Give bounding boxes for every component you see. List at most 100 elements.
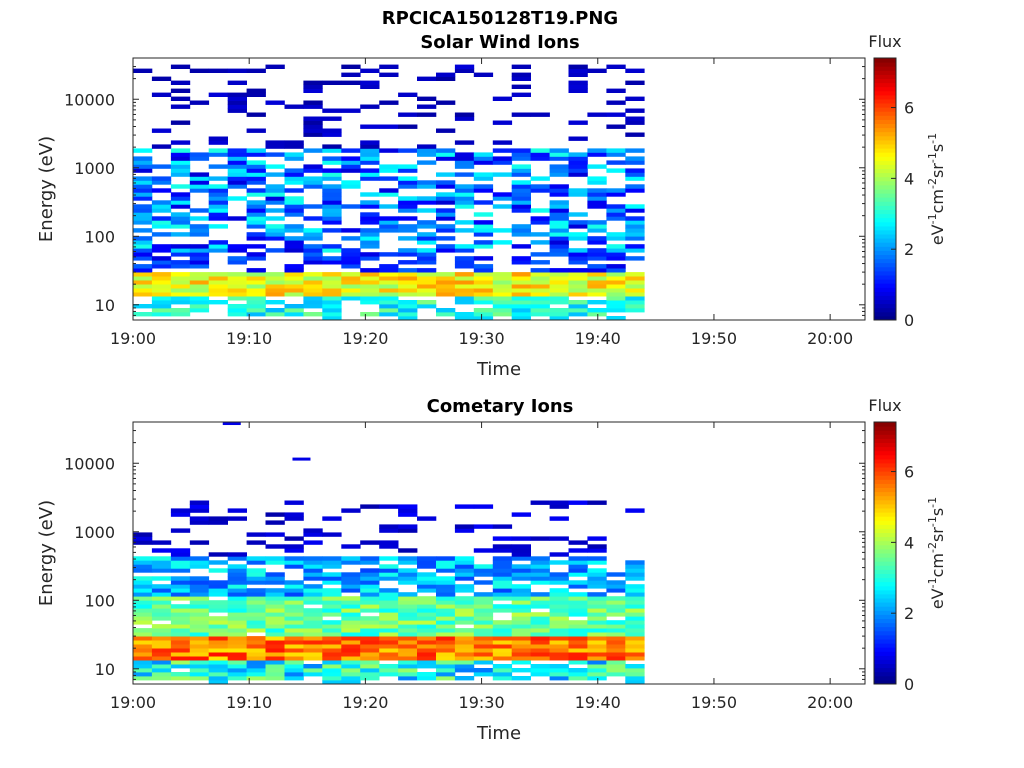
heatmap-cell — [284, 512, 304, 517]
heatmap-cell — [530, 288, 550, 293]
heatmap-cell — [398, 676, 418, 681]
heatmap-cell — [549, 152, 569, 157]
heatmap-cell — [360, 212, 380, 217]
colorbar-segment — [874, 270, 896, 276]
heatmap-cell — [454, 560, 475, 565]
heatmap-cell — [170, 308, 191, 313]
heatmap-cell — [341, 676, 361, 681]
heatmap-cell — [208, 624, 228, 629]
heatmap-cell — [625, 652, 645, 657]
heatmap-cell — [151, 244, 172, 249]
heatmap-cell — [170, 252, 191, 257]
heatmap-cell — [436, 280, 456, 285]
heatmap-cell — [360, 232, 380, 237]
heatmap-cell — [587, 660, 607, 665]
heatmap-cell — [151, 272, 172, 277]
heatmap-cell — [170, 168, 191, 173]
heatmap-cell — [189, 616, 210, 621]
heatmap-cell — [227, 176, 247, 181]
colorbar-segment — [874, 156, 896, 161]
heatmap-cell — [189, 252, 210, 257]
heatmap-cell — [417, 284, 437, 289]
heatmap-cell — [436, 100, 456, 105]
heatmap-cell — [568, 584, 588, 589]
heatmap-cell — [246, 612, 266, 617]
heatmap-cell — [549, 220, 569, 225]
heatmap-cell — [530, 664, 550, 669]
heatmap-cell — [398, 556, 418, 561]
colorbar-segment — [874, 581, 896, 587]
heatmap-cell — [530, 280, 550, 285]
heatmap-cell — [454, 588, 475, 593]
heatmap-cell — [208, 616, 228, 621]
heatmap-cell — [284, 168, 304, 173]
heatmap-cell — [625, 284, 645, 289]
heatmap-cell — [208, 560, 228, 565]
heatmap-cell — [454, 172, 475, 177]
heatmap-cell — [322, 620, 342, 625]
heatmap-cell — [549, 592, 569, 597]
heatmap-cell — [473, 156, 494, 161]
heatmap-cell — [360, 584, 380, 589]
colorbar-tick-label: 2 — [904, 240, 914, 259]
heatmap-cell — [246, 568, 266, 573]
heatmap-cell — [341, 180, 361, 185]
heatmap-cell — [170, 204, 191, 209]
heatmap-cell — [492, 668, 513, 673]
heatmap-cell — [511, 312, 531, 317]
heatmap-cell — [606, 316, 626, 321]
heatmap-cell — [284, 156, 304, 161]
heatmap-cell — [189, 152, 210, 157]
heatmap-cell — [473, 152, 494, 157]
heatmap-cell — [246, 640, 266, 645]
heatmap-cell — [208, 300, 228, 305]
y-tick-label: 10000 — [64, 454, 115, 473]
heatmap-cell — [303, 556, 323, 561]
colorbar-segment — [874, 553, 896, 558]
heatmap-cell — [454, 528, 475, 533]
heatmap-cell — [303, 276, 323, 281]
heatmap-cell — [170, 656, 191, 661]
heatmap-cell — [454, 244, 475, 249]
heatmap-cell — [568, 660, 588, 665]
heatmap-cell — [398, 248, 418, 253]
heatmap-cell — [265, 512, 285, 517]
heatmap-cell — [417, 292, 437, 297]
heatmap-cell — [189, 280, 210, 285]
heatmap-cell — [322, 636, 342, 641]
heatmap-cell — [473, 604, 494, 609]
heatmap-cell — [587, 652, 607, 657]
colorbar-segment — [874, 618, 896, 624]
heatmap-cell — [246, 280, 266, 285]
heatmap-cell — [549, 172, 569, 177]
heatmap-cell — [436, 644, 456, 649]
colorbar-segment — [874, 291, 896, 296]
heatmap-cell — [587, 264, 607, 269]
heatmap-cell — [189, 600, 210, 605]
heatmap-cell — [303, 588, 323, 593]
heatmap-cell — [511, 296, 531, 301]
heatmap-cell — [227, 652, 247, 657]
heatmap-cell — [549, 604, 569, 609]
heatmap-cell — [360, 200, 380, 205]
colorbar-segment — [874, 520, 896, 525]
heatmap-cell — [303, 236, 323, 241]
heatmap-cell — [625, 636, 645, 641]
heatmap-cell — [473, 668, 494, 673]
heatmap-cell — [492, 300, 513, 305]
heatmap-cell — [568, 676, 588, 681]
heatmap-cell — [530, 656, 550, 661]
heatmap-cell — [133, 304, 153, 309]
heatmap-cell — [436, 284, 456, 289]
heatmap-cell — [341, 72, 361, 77]
heatmap-cell — [133, 540, 153, 545]
heatmap-cell — [436, 200, 456, 205]
heatmap-cell — [151, 576, 172, 581]
heatmap-cell — [303, 148, 323, 153]
heatmap-cell — [625, 228, 645, 233]
heatmap-cell — [625, 296, 645, 301]
heatmap-cell — [568, 220, 588, 225]
heatmap-cell — [587, 280, 607, 285]
heatmap-cell — [454, 676, 475, 681]
heatmap-cell — [265, 600, 285, 605]
